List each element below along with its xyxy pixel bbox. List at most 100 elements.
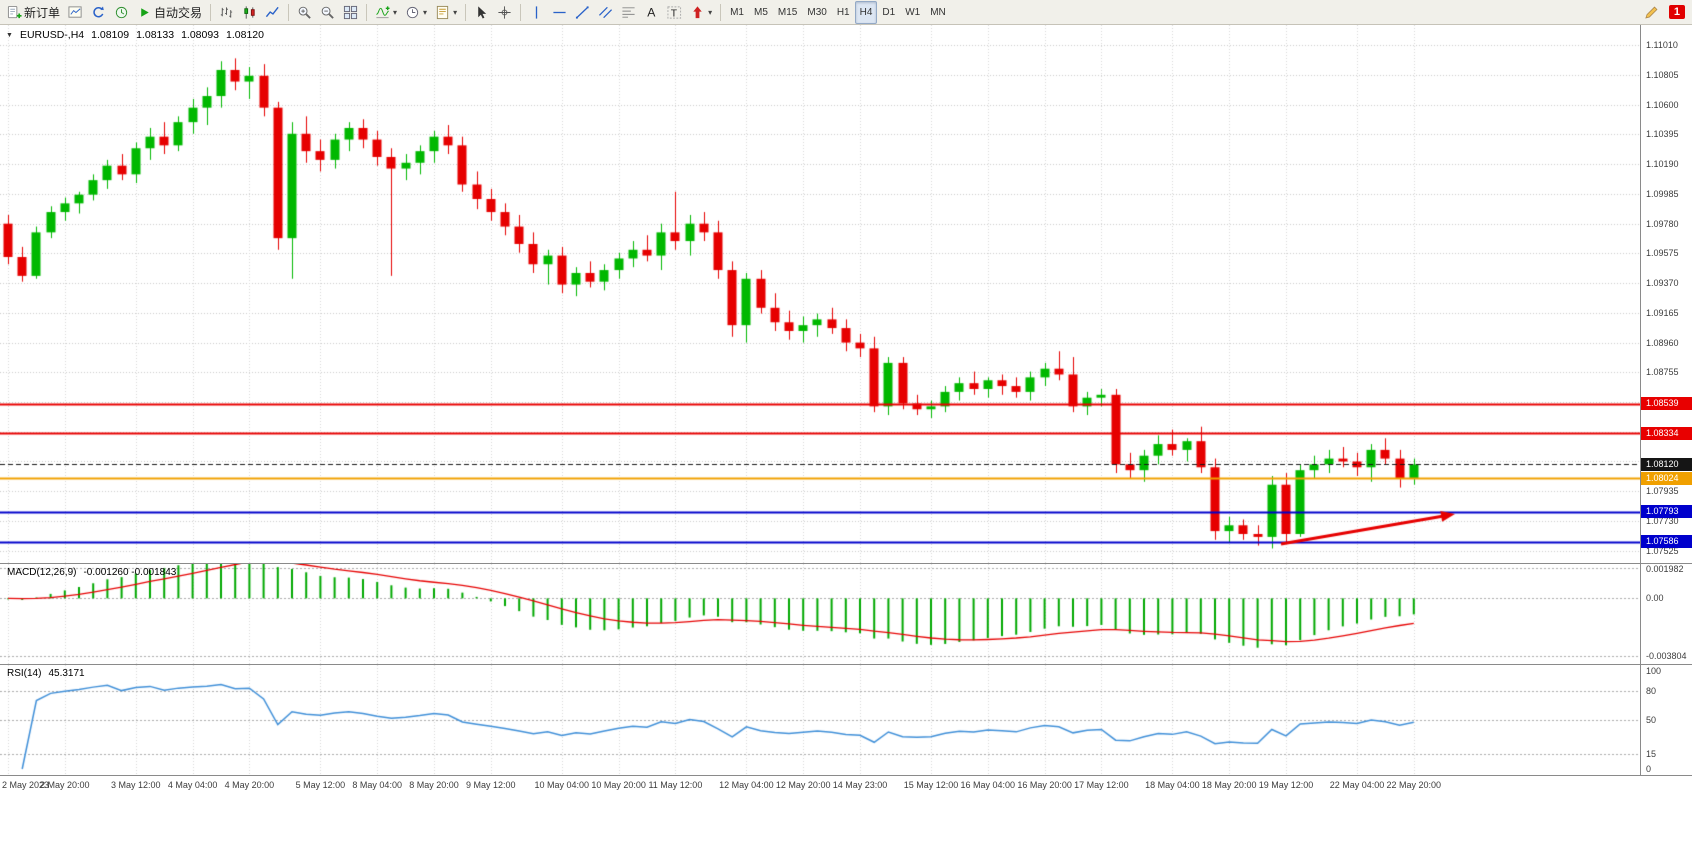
tf-m15-button[interactable]: M15 (773, 1, 802, 24)
tf-m5-button-label: M5 (754, 6, 768, 18)
price-tag: 1.08539 (1641, 397, 1692, 411)
time-label: 2 May 2023 (2, 780, 50, 790)
time-label: 2 May 20:00 (40, 780, 90, 790)
price-tick-label: 1.11010 (1646, 40, 1678, 51)
toolbar-right: 1 (1640, 1, 1689, 24)
tf-m1-button[interactable]: M1 (725, 1, 749, 24)
chevron-down-icon: ▾ (453, 7, 458, 17)
macd-values: -0.001260 -0.001843 (83, 567, 177, 578)
line-chart-icon (265, 5, 280, 20)
templates-button[interactable]: ▾ (431, 1, 461, 24)
time-label: 10 May 20:00 (591, 780, 646, 790)
time-label: 12 May 20:00 (775, 780, 831, 790)
text-button[interactable]: A (640, 1, 663, 24)
refresh-button[interactable] (87, 1, 110, 24)
refresh-icon (91, 5, 106, 20)
crosshair-button[interactable] (493, 1, 516, 24)
zoom-out-icon (320, 5, 335, 20)
macd-canvas[interactable] (0, 564, 1640, 664)
ohlc-open-value: 1.08109 (91, 29, 130, 41)
tf-h4-button-label: H4 (859, 6, 873, 18)
time-label: 22 May 20:00 (1386, 780, 1442, 790)
rsi-indicator-label: RSI(14) (7, 668, 42, 679)
macd-tick-label: -0.003804 (1646, 651, 1687, 662)
price-tick-label: 1.09780 (1646, 218, 1679, 229)
macd-axis[interactable]: 0.001982 0.00 -0.003804 (1640, 564, 1692, 664)
price-tick-label: 1.07935 (1646, 486, 1679, 497)
rsi-tick-label: 15 (1646, 749, 1657, 760)
time-label: 4 May 20:00 (224, 780, 275, 790)
toolbar-separator (210, 3, 212, 21)
price-axis[interactable]: 1.07525 1.07730 1.07935 1.08755 1.08960 1.091… (1640, 25, 1692, 563)
trendline-button[interactable] (571, 1, 594, 24)
line-chart-button[interactable] (261, 1, 284, 24)
time-label: 14 May 23:00 (832, 780, 888, 790)
rsi-tick-label: 80 (1646, 685, 1657, 696)
time-label: 16 May 20:00 (1017, 780, 1072, 790)
ohlc-high-value: 1.08133 (136, 29, 175, 41)
rsi-canvas[interactable] (0, 665, 1640, 775)
tf-mn-button-label: MN (930, 6, 946, 18)
arrows-button[interactable]: ▾ (686, 1, 716, 24)
new-order-button[interactable]: 新订单 (3, 1, 64, 24)
macd-indicator-label: MACD(12,26,9) (7, 567, 77, 578)
periods-icon (405, 5, 420, 20)
tf-h4-button[interactable]: H4 (854, 0, 878, 24)
price-tick-label: 1.08960 (1646, 337, 1679, 348)
price-tick-label: 1.07730 (1646, 515, 1679, 526)
horizontal-line-button[interactable] (548, 1, 571, 24)
rsi-value: 45.3171 (48, 668, 85, 679)
time-axis[interactable]: 2 May 2023 2 May 20:00 3 May 12:00 4 May 04… (0, 775, 1692, 797)
chart-window-button[interactable] (64, 1, 87, 24)
price-tick-label: 1.09165 (1646, 307, 1679, 318)
chart-window-icon (68, 5, 83, 20)
pencil-icon (1644, 5, 1659, 20)
cursor-button[interactable] (470, 1, 493, 24)
tf-h1-button[interactable]: H1 (832, 1, 855, 24)
tile-windows-button[interactable] (339, 1, 362, 24)
indicators-button[interactable]: ▾ (371, 1, 401, 24)
fibonacci-button[interactable] (617, 1, 640, 24)
fibo-icon (621, 5, 636, 20)
vertical-line-button[interactable] (525, 1, 548, 24)
time-label: 12 May 04:00 (719, 780, 774, 790)
price-tick-label: 1.07525 (1646, 545, 1679, 556)
candles-icon (242, 5, 257, 20)
zoom-in-icon (297, 5, 312, 20)
autotrade-button[interactable]: 自动交易 (133, 1, 206, 24)
tf-m5-button[interactable]: M5 (749, 1, 773, 24)
quick-draw-button[interactable] (1640, 1, 1663, 24)
main-chart-canvas[interactable] (0, 25, 1640, 563)
macd-tick-label: 0.00 (1646, 593, 1664, 604)
rsi-axis[interactable]: 100 80 50 15 0 (1640, 665, 1692, 775)
zoom-out-button[interactable] (316, 1, 339, 24)
zoom-in-button[interactable] (293, 1, 316, 24)
notification-badge[interactable]: 1 (1668, 5, 1685, 19)
tf-d1-button[interactable]: D1 (877, 1, 900, 24)
chevron-down-icon: ▾ (393, 7, 398, 17)
toolbar-separator (520, 3, 522, 21)
history-icon (114, 5, 129, 20)
time-label: 3 May 12:00 (111, 780, 161, 790)
tf-m30-button[interactable]: M30 (802, 1, 831, 24)
price-tick-label: 1.09575 (1646, 248, 1679, 259)
bars-icon (219, 5, 234, 20)
tf-w1-button-label: W1 (905, 6, 921, 18)
tf-d1-button-label: D1 (882, 6, 896, 18)
chevron-down-icon: ▾ (423, 7, 428, 17)
candlestick-chart-button[interactable] (238, 1, 261, 24)
tf-w1-button[interactable]: W1 (900, 1, 925, 24)
svg-text:T: T (671, 8, 678, 19)
text-label-button[interactable]: T (663, 1, 686, 24)
price-tick-label: 1.09370 (1646, 278, 1679, 289)
tf-mn-button[interactable]: MN (925, 1, 951, 24)
bar-chart-button[interactable] (215, 1, 238, 24)
channel-button[interactable] (594, 1, 617, 24)
history-center-button[interactable] (110, 1, 133, 24)
price-tag: 1.08334 (1641, 426, 1692, 440)
rsi-pane: 100 80 50 15 0 RSI(14) 45.3171 (0, 664, 1692, 775)
symbol-period-label: EURUSD-,H4 (19, 29, 85, 41)
periods-button[interactable]: ▾ (401, 1, 431, 24)
collapse-indicator-icon[interactable]: ▼ (6, 31, 13, 39)
